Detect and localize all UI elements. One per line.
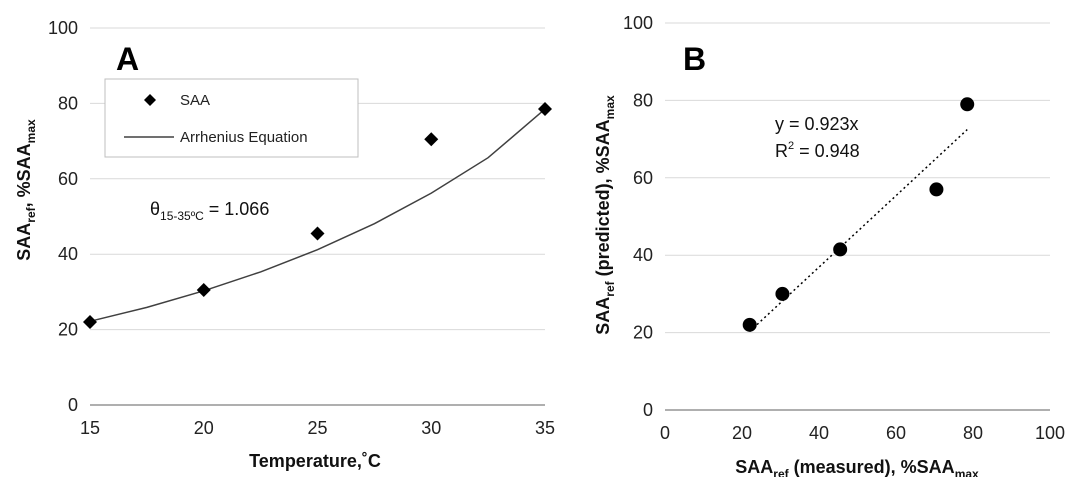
chart-b-y-tick-label: 40 (633, 245, 653, 265)
predicted-vs-measured-point (960, 97, 975, 112)
chart-a: 15 20 25 30 35 0 20 40 60 80 100 A SAA Arrhenius … (14, 18, 555, 471)
r-squared-label: R2 = 0.948 (775, 140, 860, 161)
chart-b: 0 20 40 60 80 100 0 20 40 60 80 100 B y = 0.923x R… (593, 13, 1065, 477)
legend-label-saa: SAA (180, 92, 210, 109)
chart-b-y-tick-label: 80 (633, 90, 653, 110)
saa-data-point (424, 132, 439, 147)
chart-b-x-tick-label: 40 (809, 423, 829, 443)
regression-equation: y = 0.923x (775, 114, 859, 134)
legend-diamond-marker (144, 94, 156, 106)
chart-b-x-tick-label: 20 (732, 423, 752, 443)
saa-data-point (310, 226, 325, 241)
chart-b-y-axis-title: SAAref (predicted), %SAAmax (593, 95, 617, 335)
chart-b-y-tick-label: 0 (643, 400, 653, 420)
chart-b-y-tick-label: 60 (633, 168, 653, 188)
chart-a-y-ticks: 0 20 40 60 80 100 (48, 18, 78, 415)
chart-a-x-tick-label: 20 (194, 418, 214, 438)
chart-a-gridlines (90, 27, 545, 331)
chart-b-x-ticks: 0 20 40 60 80 100 (660, 423, 1065, 443)
chart-a-y-axis-title: SAAref, %SAAmax (14, 119, 38, 261)
chart-a-y-tick-label: 80 (58, 93, 78, 113)
chart-a-x-tick-label: 35 (535, 418, 555, 438)
chart-b-x-tick-label: 80 (963, 423, 983, 443)
chart-a-legend: SAA Arrhenius Equation (104, 78, 359, 158)
legend-label-arrhenius: Arrhenius Equation (180, 129, 308, 146)
chart-a-x-tick-label: 15 (80, 418, 100, 438)
chart-a-x-tick-label: 25 (307, 418, 327, 438)
chart-a-y-tick-label: 60 (58, 169, 78, 189)
chart-a-y-tick-label: 20 (58, 320, 78, 340)
chart-b-y-tick-label: 20 (633, 323, 653, 343)
saa-data-point (196, 283, 211, 298)
chart-a-y-tick-label: 40 (58, 244, 78, 264)
saa-data-point (538, 102, 552, 117)
predicted-vs-measured-point (775, 286, 790, 301)
chart-b-gridlines (665, 22, 1050, 334)
chart-b-y-tick-label: 100 (623, 13, 653, 33)
chart-b-points (742, 97, 975, 332)
chart-a-x-tick-label: 30 (421, 418, 441, 438)
predicted-vs-measured-point (742, 317, 757, 332)
panel-label-b: B (683, 41, 706, 77)
chart-a-points (83, 102, 552, 330)
chart-a-x-axis-title: Temperature,˚C (249, 451, 381, 471)
chart-b-x-tick-label: 100 (1035, 423, 1065, 443)
chart-b-x-tick-label: 0 (660, 423, 670, 443)
chart-b-x-tick-label: 60 (886, 423, 906, 443)
chart-a-x-ticks: 15 20 25 30 35 (80, 418, 555, 438)
predicted-vs-measured-point (929, 182, 944, 197)
predicted-vs-measured-point (833, 242, 848, 257)
legend-box (104, 78, 359, 158)
chart-a-y-tick-label: 0 (68, 395, 78, 415)
panel-label-a: A (116, 41, 139, 77)
chart-b-y-ticks: 0 20 40 60 80 100 (623, 13, 653, 420)
saa-data-point (83, 315, 97, 330)
arrhenius-curve (89, 108, 546, 323)
chart-a-y-tick-label: 100 (48, 18, 78, 38)
chart-b-x-axis-title: SAAref (measured), %SAAmax (735, 457, 979, 477)
theta-annotation: θ15-35ºC = 1.066 (150, 199, 269, 223)
